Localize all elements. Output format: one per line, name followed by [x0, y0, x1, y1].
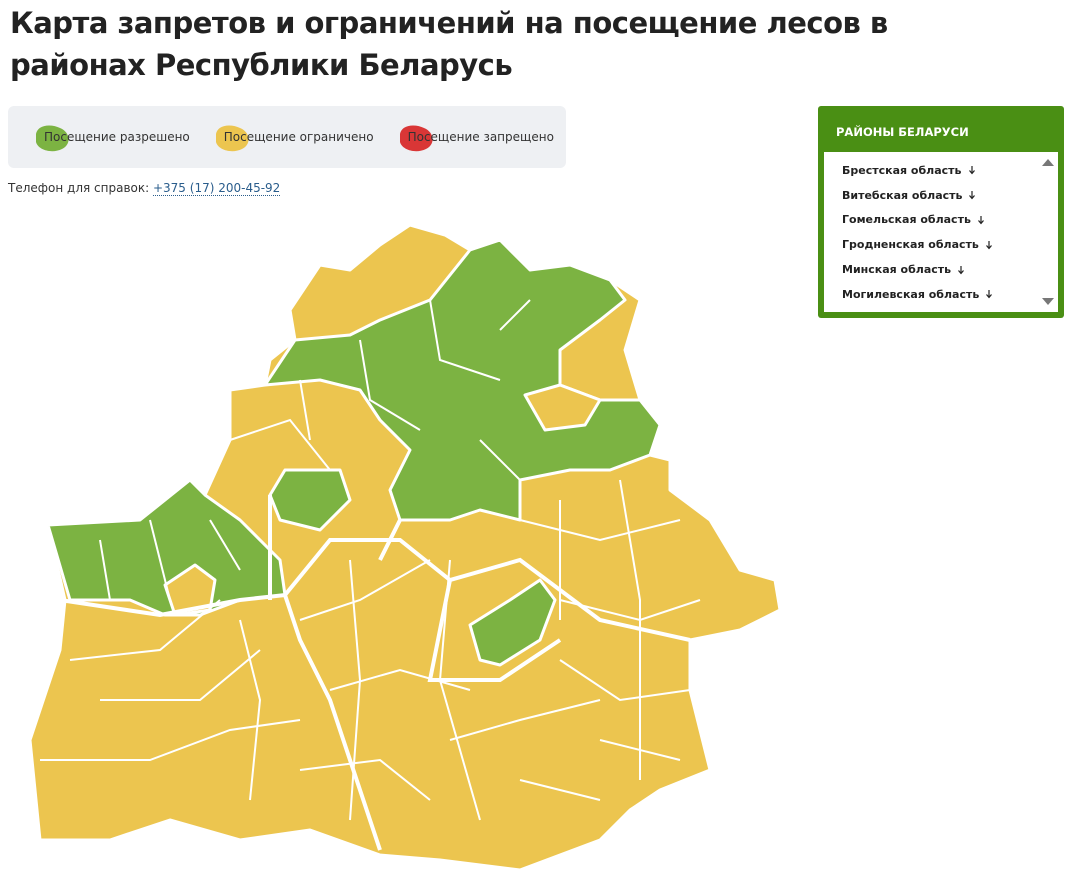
region-area [468, 578, 557, 667]
region-item[interactable]: Брестская область [842, 158, 1058, 183]
legend-swatch [399, 125, 433, 152]
swatch-blob [215, 125, 249, 152]
region-item[interactable]: Гомельская область [842, 208, 1058, 233]
contact-label: Телефон для справок: [8, 181, 150, 195]
region-area [163, 563, 217, 617]
region-item[interactable]: Гродненская область [842, 232, 1058, 257]
arrow [977, 215, 984, 225]
region-name: Могилевская область [842, 287, 980, 301]
border [40, 479, 701, 821]
arrow-icon [958, 265, 965, 275]
region-area [523, 383, 602, 432]
legend-swatch [36, 125, 69, 152]
regions: Брестская область Витебская область Гомель… [824, 152, 1058, 307]
region-name: Брестская область [842, 163, 962, 177]
legend-item: Посещение ограничено [212, 125, 374, 152]
panel-title: РАЙОНЫ БЕЛАРУСИ [836, 125, 969, 139]
page-title: Карта запретов и ограничений на посещени… [10, 6, 888, 82]
phone-link[interactable]: +375 (17) 200-45-92 [152, 181, 281, 196]
district-borders [40, 299, 701, 851]
regions-panel: РАЙОНЫ БЕЛАРУСИ Брестская область Витебск… [818, 106, 1064, 318]
region-name: Гродненская область [842, 238, 979, 252]
region-area [28, 223, 782, 872]
region-item[interactable]: Витебская область [842, 183, 1058, 208]
legend-label: Посещение ограничено [223, 130, 374, 144]
arrow-icon [986, 290, 993, 299]
scroll-down[interactable] [1042, 298, 1054, 305]
region-item[interactable]: Минская область [842, 257, 1058, 282]
legend: Посещение разрешено Посещение ограничено П… [8, 106, 566, 168]
arrow-icon [969, 191, 976, 200]
region-name: Гомельская область [842, 213, 971, 227]
region-area [263, 238, 662, 522]
legend-swatch [215, 125, 249, 152]
swatch-blob [36, 125, 69, 152]
arrow [968, 166, 975, 175]
swatch-blob [399, 125, 433, 152]
arrow [986, 290, 993, 299]
region-name: Витебская область [842, 188, 963, 202]
arrow-icon [977, 215, 984, 225]
regions-list: Брестская область Витебская область Гомель… [824, 152, 1058, 312]
scrollbar[interactable] [1040, 158, 1056, 308]
legend-label: Посещение запрещено [407, 130, 554, 144]
map [28, 223, 782, 872]
legend-item: Посещение разрешено [32, 125, 190, 152]
arrow [985, 240, 992, 250]
legend-item: Посещение запрещено [396, 125, 554, 152]
arrow [969, 191, 976, 200]
contact: Телефон для справок: +375 (17) 200-45-92 [8, 181, 281, 196]
arrow-icon [968, 166, 975, 175]
arrow-icon [985, 240, 992, 250]
arrow [958, 265, 965, 275]
region-item[interactable]: Могилевская область [842, 282, 1058, 307]
border [99, 299, 531, 601]
region-border [59, 495, 691, 851]
region-name: Минская область [842, 263, 952, 277]
scroll-up[interactable] [1042, 159, 1054, 166]
legend-label: Посещение разрешено [44, 130, 190, 144]
